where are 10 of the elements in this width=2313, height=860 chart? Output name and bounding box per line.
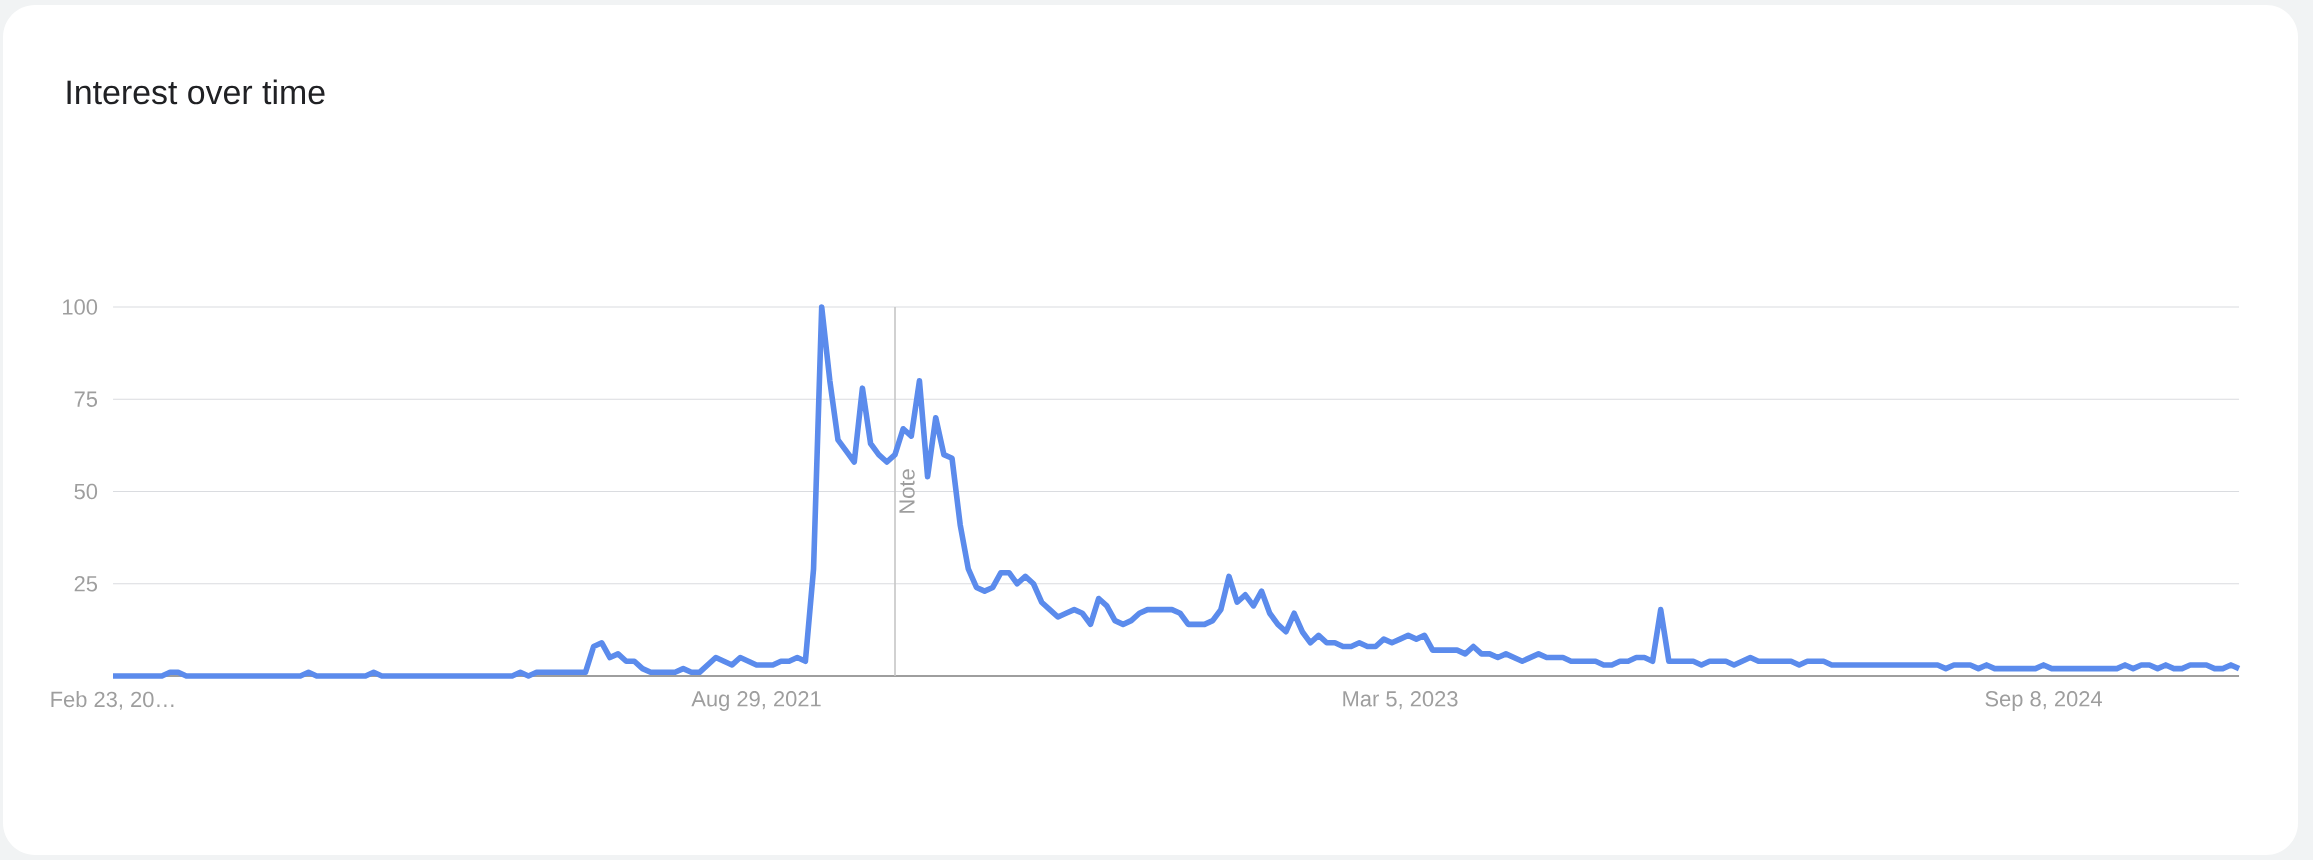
x-tick-label: Sep 8, 2024 bbox=[1985, 691, 2102, 711]
y-tick-label: 50 bbox=[74, 483, 98, 500]
y-tick-label: 25 bbox=[74, 576, 98, 592]
x-tick-label: Aug 29, 2021 bbox=[691, 691, 821, 711]
chart-title: Interest over time bbox=[67, 79, 325, 105]
ref-line-label: Note bbox=[899, 469, 915, 513]
x-tick-label: Mar 5, 2023 bbox=[1343, 691, 1458, 710]
y-tick-label: 75 bbox=[74, 391, 98, 407]
y-tick-label: 100 bbox=[63, 299, 98, 315]
x-tick-label: Feb 23, 20… bbox=[51, 691, 174, 710]
